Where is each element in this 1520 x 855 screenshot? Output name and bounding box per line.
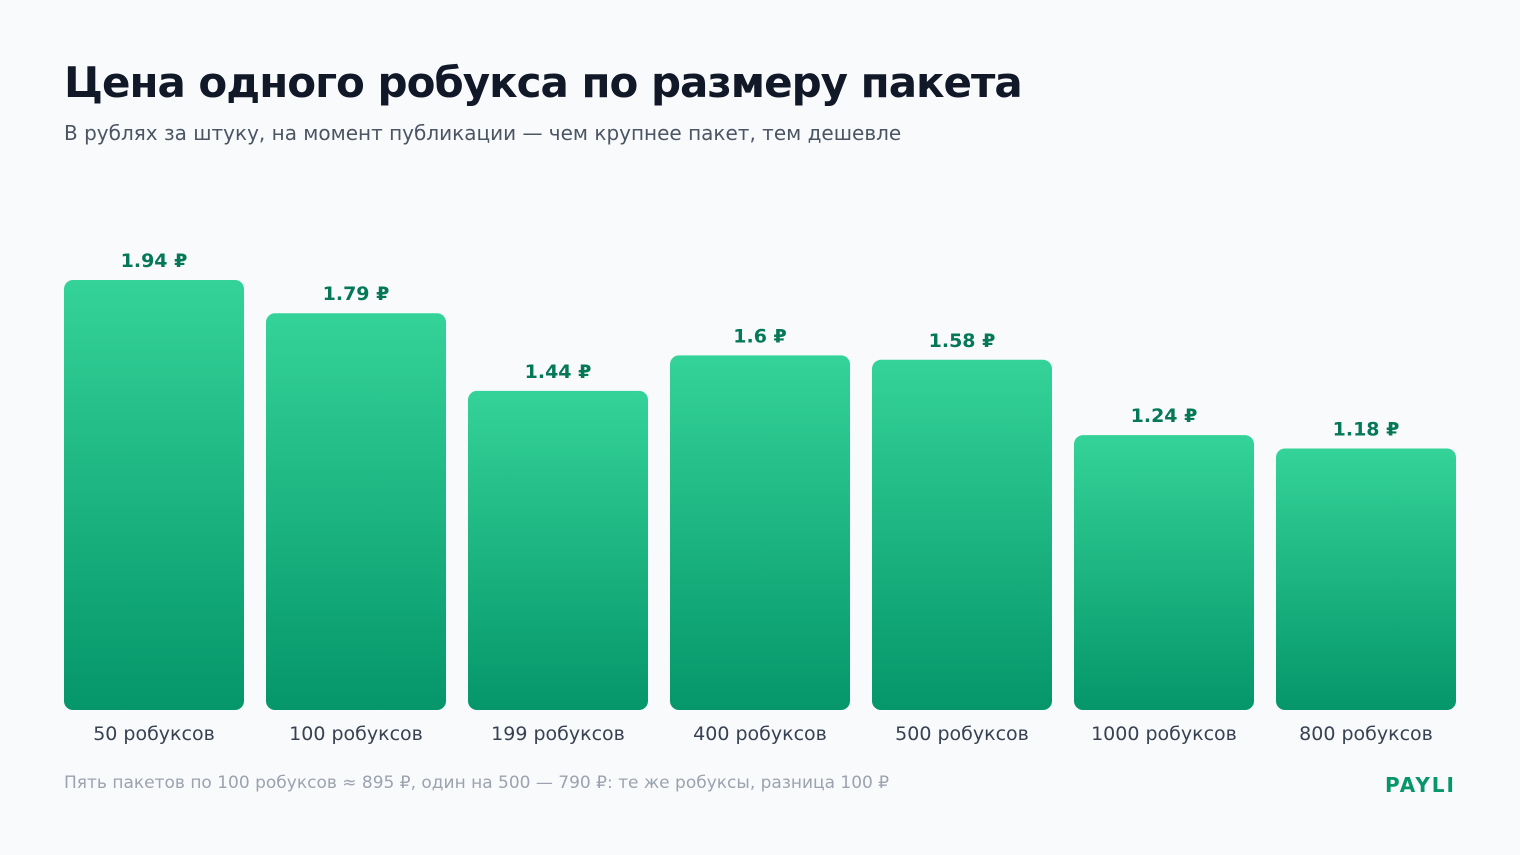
category-label: 800 робуксов [1299,723,1433,745]
bar [1074,435,1254,710]
category-label: 100 робуксов [289,723,423,745]
bars-group: 1.94 ₽ 50 робуксов 1.79 ₽ 100 робуксов 1.44 … [64,250,1456,745]
category-label: 199 робуксов [491,723,625,745]
bar-value-label: 1.24 ₽ [1131,405,1198,427]
chart-title: Цена одного робукса по размеру пакета [64,58,1023,107]
bar-value-label: 1.94 ₽ [121,250,188,272]
bar [468,390,648,710]
bar [872,359,1052,710]
footnote: Пять пакетов по 100 робуксов ≈ 895 ₽, од… [64,773,890,793]
bar-value-label: 1.44 ₽ [525,361,592,383]
bar-value-label: 1.6 ₽ [733,325,787,347]
bar [266,313,446,710]
category-label: 400 робуксов [693,723,827,745]
bar [64,280,244,710]
category-label: 1000 робуксов [1091,723,1237,745]
category-label: 50 робуксов [93,723,215,745]
bar [1276,448,1456,710]
brand-logo: PAYLI [1384,773,1456,797]
bar-value-label: 1.58 ₽ [929,330,996,352]
chart-subtitle: В рублях за штуку, на момент публикации … [64,121,902,145]
category-label: 500 робуксов [895,723,1029,745]
bar [670,355,850,710]
bar-value-label: 1.18 ₽ [1333,418,1400,440]
bar-value-label: 1.79 ₽ [323,283,390,305]
